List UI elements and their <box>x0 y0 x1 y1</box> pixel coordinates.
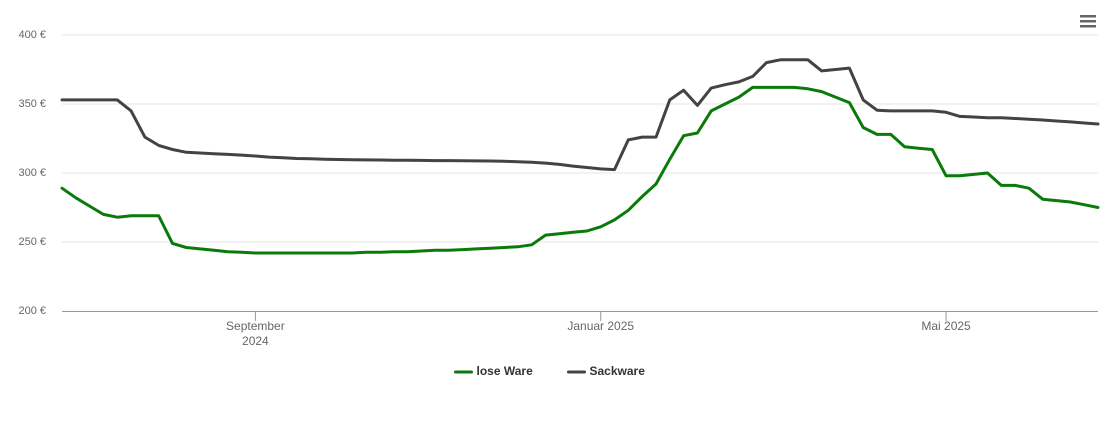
x-tick-label: September 2024 <box>226 319 285 348</box>
y-tick-label: 400 € <box>18 29 46 41</box>
menu-bar <box>1080 15 1096 18</box>
series-line <box>60 85 1100 255</box>
series-line <box>60 58 1100 172</box>
x-tick-label: Januar 2025 <box>567 319 635 333</box>
menu-bar <box>1080 20 1096 23</box>
menu-bar <box>1080 25 1096 28</box>
y-tick-label: 200 € <box>18 305 46 317</box>
menu-icon[interactable] <box>1080 15 1096 28</box>
x-tick-label: Mai 2025 <box>921 319 971 333</box>
y-tick-label: 300 € <box>18 167 46 179</box>
y-tick-label: 250 € <box>18 236 46 248</box>
legend-label[interactable]: lose Ware <box>477 364 534 378</box>
legend-label[interactable]: Sackware <box>590 364 646 378</box>
y-tick-label: 350 € <box>18 98 46 110</box>
